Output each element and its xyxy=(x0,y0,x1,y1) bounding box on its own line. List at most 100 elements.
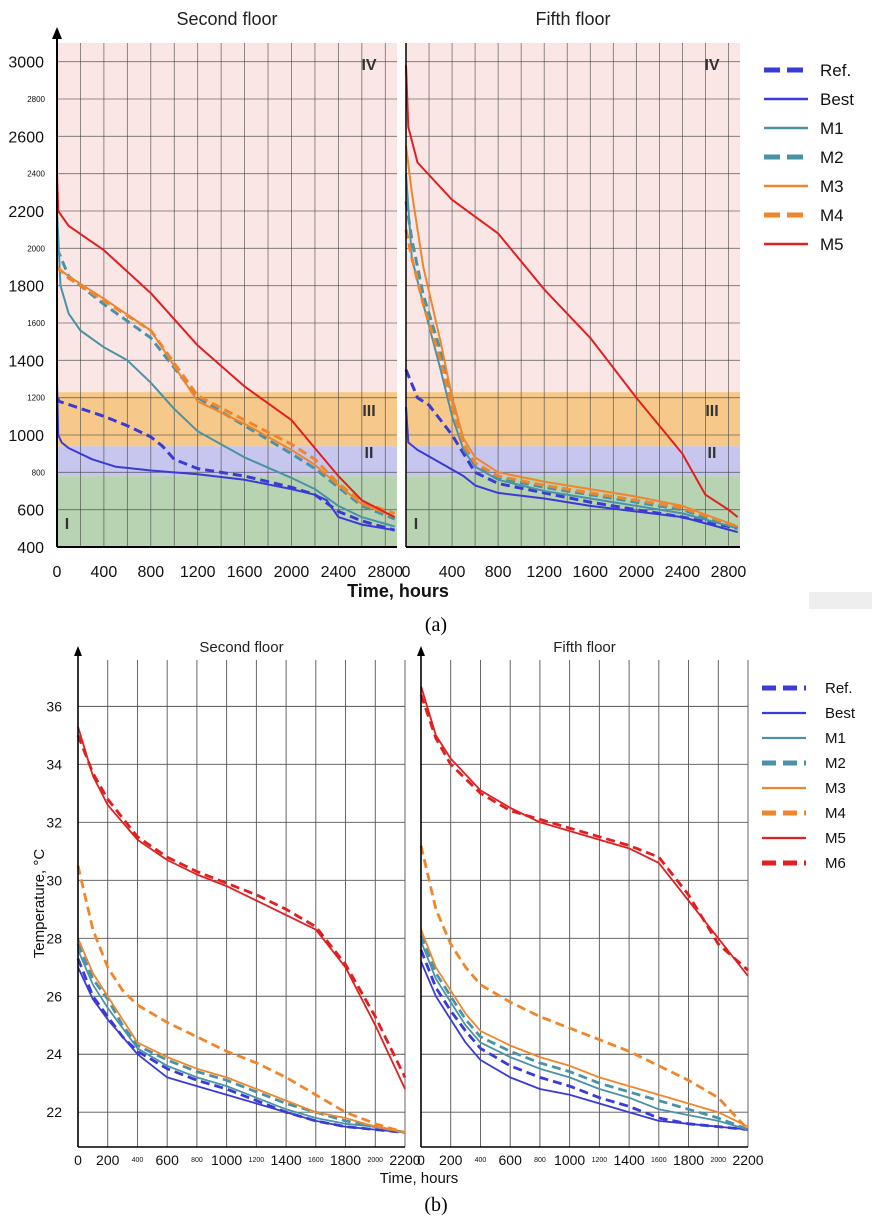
y-tick-label-minor: 1600 xyxy=(27,319,45,328)
x-tick-label: 1000 xyxy=(554,1152,585,1168)
x-tick-label-minor: 2000 xyxy=(710,1157,726,1164)
y-tick-label: 600 xyxy=(17,503,44,520)
zone-label-i: I xyxy=(65,516,69,533)
x-tick-label: 600 xyxy=(156,1152,180,1168)
zone-label-ii: II xyxy=(708,445,717,462)
x-tick-label: 200 xyxy=(439,1152,463,1168)
x-axis-label: Time, hours xyxy=(380,1170,459,1187)
x-tick-label: 600 xyxy=(499,1152,523,1168)
series-line-m3 xyxy=(405,145,739,528)
zone-label-ii: II xyxy=(365,445,374,462)
legend-label: M4 xyxy=(825,805,846,822)
series-line-m4 xyxy=(55,265,396,515)
x-tick-label-minor: 1200 xyxy=(592,1157,608,1164)
series-line-ref xyxy=(419,949,749,1131)
series-line-m5 xyxy=(56,173,396,518)
series-line-m4 xyxy=(419,845,750,1131)
x-tick-label: 1200 xyxy=(526,564,562,581)
x-tick-label: 2800 xyxy=(711,564,747,581)
y-tick-label-minor: 2400 xyxy=(27,170,45,179)
x-tick-label: 1800 xyxy=(673,1152,704,1168)
zone-band xyxy=(57,43,397,393)
series-line-m6 xyxy=(76,734,407,1079)
y-tick-label: 400 xyxy=(17,540,44,557)
x-tick-label: 2400 xyxy=(665,564,701,581)
x-tick-label: 0 xyxy=(417,1152,425,1168)
x-tick-label: 1600 xyxy=(572,564,608,581)
x-tick-label: 0 xyxy=(402,564,411,581)
y-axis-arrow xyxy=(74,646,82,656)
legend-label: M4 xyxy=(820,206,844,225)
legend-label: Ref. xyxy=(820,61,851,80)
legend-label: M5 xyxy=(820,235,844,254)
zone-label-i: I xyxy=(414,516,418,533)
series-line-m5 xyxy=(420,685,749,977)
y-tick-label: 30 xyxy=(46,872,62,888)
legend-label: M6 xyxy=(825,855,846,872)
series-line-m5 xyxy=(405,65,739,518)
caption: (b) xyxy=(424,1194,447,1216)
series-line-m4 xyxy=(76,865,406,1134)
x-tick-label: 2800 xyxy=(367,564,403,581)
x-tick-label-minor: 400 xyxy=(132,1157,144,1164)
series-line-m3 xyxy=(420,929,749,1128)
y-tick-label: 3000 xyxy=(8,55,44,72)
y-tick-label: 1800 xyxy=(8,279,44,296)
zone-label-iii: III xyxy=(362,403,375,420)
zone-label-iv: IV xyxy=(704,57,719,74)
zone-band xyxy=(406,476,740,547)
y-tick-label: 22 xyxy=(46,1104,62,1120)
y-tick-label: 24 xyxy=(46,1046,62,1062)
x-tick-label: 0 xyxy=(53,564,62,581)
x-tick-label: 200 xyxy=(96,1152,120,1168)
x-tick-label: 2000 xyxy=(274,564,310,581)
series-line-best xyxy=(77,966,406,1134)
y-axis-label: Temperature, °C xyxy=(31,849,48,959)
y-tick-label: 26 xyxy=(46,988,62,1004)
y-tick-label: 32 xyxy=(46,814,62,830)
legend-label: M3 xyxy=(820,177,844,196)
x-tick-label: 1400 xyxy=(271,1152,302,1168)
y-axis-arrow xyxy=(52,27,62,39)
series-line-m2 xyxy=(55,247,396,521)
y-tick-label: 2600 xyxy=(8,129,44,146)
x-tick-label: 2400 xyxy=(321,564,357,581)
x-tick-label: 400 xyxy=(439,564,466,581)
x-tick-label: 1600 xyxy=(227,564,263,581)
panel-title: Second floor xyxy=(176,9,277,29)
x-tick-label: 1200 xyxy=(180,564,216,581)
series-line-best xyxy=(405,406,738,534)
series-line-m6 xyxy=(419,694,749,972)
x-tick-label-minor: 1600 xyxy=(651,1157,667,1164)
legend-label: M1 xyxy=(820,119,844,138)
x-tick-label-minor: 2000 xyxy=(367,1157,383,1164)
y-axis-arrow xyxy=(417,646,425,656)
series-line-m5 xyxy=(77,726,406,1090)
caption: (a) xyxy=(425,614,447,636)
series-line-m1 xyxy=(420,940,749,1131)
x-tick-label: 2000 xyxy=(619,564,655,581)
y-tick-label: 1400 xyxy=(8,353,44,370)
x-tick-label: 800 xyxy=(485,564,512,581)
series-line-ref xyxy=(404,369,738,530)
zone-band xyxy=(57,476,397,547)
series-line-m4 xyxy=(404,229,739,528)
series-line-m1 xyxy=(77,949,406,1134)
zone-band xyxy=(57,446,397,477)
zone-band xyxy=(406,43,740,393)
zone-label-iv: IV xyxy=(361,57,376,74)
y-tick-label: 1000 xyxy=(8,428,44,445)
series-line-best xyxy=(420,961,749,1131)
x-tick-label: 0 xyxy=(74,1152,82,1168)
x-tick-label-minor: 800 xyxy=(191,1157,203,1164)
legend-label: M5 xyxy=(825,830,846,847)
y-tick-label: 2200 xyxy=(8,204,44,221)
y-tick-label: 34 xyxy=(46,756,62,772)
legend-label: Best xyxy=(820,90,854,109)
x-axis-label: Time, hours xyxy=(347,581,449,601)
panel-title: Second floor xyxy=(199,639,283,656)
legend-label: M1 xyxy=(825,730,846,747)
x-tick-label: 1400 xyxy=(614,1152,645,1168)
x-tick-label: 800 xyxy=(137,564,164,581)
